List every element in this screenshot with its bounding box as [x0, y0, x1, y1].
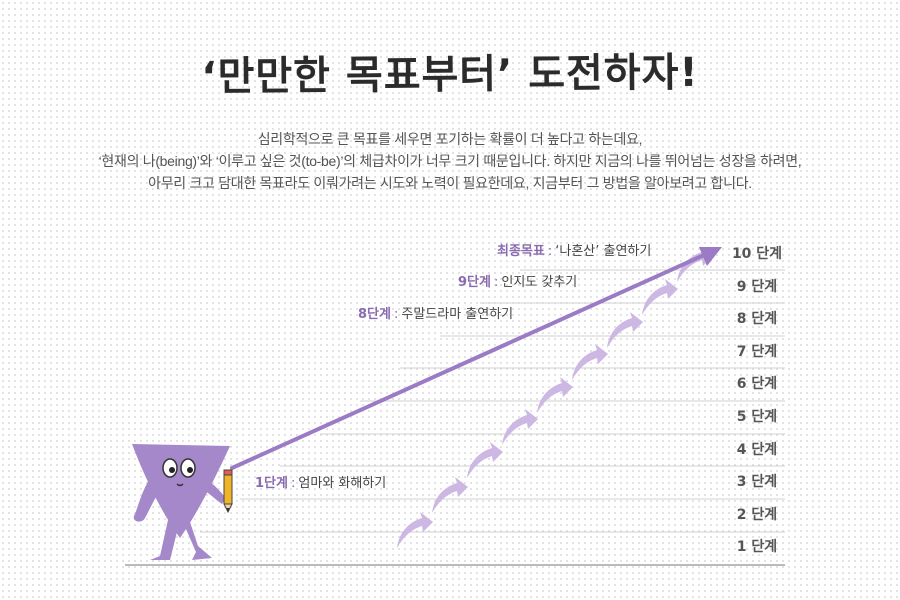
milestone-text: 주말드라마 출연하기 [401, 307, 514, 322]
step-label-2: 2 단계 [736, 506, 778, 523]
intro-line: ‘현재의 나(being)’와 ‘이루고 싶은 것(to-be)’의 체급차이가… [98, 153, 802, 169]
curved-arrow-icon [537, 377, 573, 413]
step-label-6: 6 단계 [736, 376, 778, 393]
curved-arrow-icon [432, 477, 468, 513]
curved-arrow-icon [607, 312, 643, 348]
step-label-5: 5 단계 [736, 408, 778, 425]
step-label-4: 4 단계 [736, 441, 778, 458]
intro-line: 아무리 크고 담대한 목표라도 이뤄가려는 시도와 노력이 필요한데요, 지금부… [148, 175, 752, 191]
milestone-step9: 9단계: 인지도 갖추기 [458, 275, 578, 290]
curved-arrow-icon [572, 344, 608, 380]
curved-arrow-icon [397, 512, 433, 548]
step-labels: 10 단계 9 단계 8 단계 7 단계 6 단계 5 단계 4 단계 3 단계… [722, 238, 792, 564]
triangle-character-icon [132, 444, 233, 560]
intro-line: 심리학적으로 큰 목표를 세우면 포기하는 확률이 더 높다고 하는데요, [257, 131, 643, 147]
milestone-level: 최종목표 [497, 244, 545, 259]
step-label-8: 8 단계 [736, 311, 778, 328]
curved-arrow-icon [642, 279, 678, 315]
milestone-step1: 1단계: 엄마와 화해하기 [255, 476, 387, 491]
curved-arrow-icon [467, 442, 503, 478]
intro-paragraph: 심리학적으로 큰 목표를 세우면 포기하는 확률이 더 높다고 하는데요, ‘현… [0, 128, 900, 194]
curved-arrow-icons [397, 246, 713, 548]
step-lines [200, 269, 785, 533]
step-label-3: 3 단계 [736, 474, 778, 491]
step-label-7: 7 단계 [736, 343, 778, 360]
step-label-1: 1 단계 [736, 539, 778, 556]
curved-arrow-icon [502, 409, 538, 445]
milestone-text: 엄마와 화해하기 [298, 476, 387, 491]
milestone-level: 8단계 [358, 307, 391, 322]
milestone-level: 1단계 [255, 476, 288, 491]
milestone-level: 9단계 [458, 275, 491, 290]
milestone-text: 인지도 갖추기 [501, 275, 578, 290]
step-label-9: 9 단계 [736, 278, 778, 295]
milestone-step8: 8단계: 주말드라마 출연하기 [358, 307, 514, 322]
milestone-text: ‘나혼산’ 출연하기 [555, 244, 652, 259]
pencil-icon [223, 469, 233, 514]
direct-goal-arrow-icon [230, 247, 722, 470]
milestone-final: 최종목표: ‘나혼산’ 출연하기 [497, 244, 652, 259]
step-label-10: 10 단계 [731, 246, 783, 262]
